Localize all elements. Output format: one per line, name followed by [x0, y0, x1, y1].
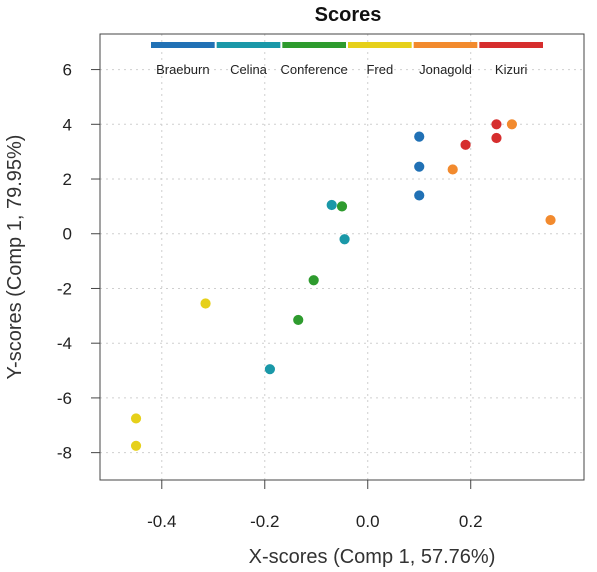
legend: Braeburn Celina Conference Fred Jonagold Kizu…: [151, 42, 543, 77]
y-tick-label-3: -2: [57, 279, 72, 298]
legend-label-jonagold: Jonagold: [419, 62, 472, 77]
y-tick-label-6: 4: [63, 115, 72, 134]
x-tick-label-1: -0.2: [250, 512, 279, 531]
axis-ticks: -0.4 -0.2 0.0 0.2 -8 -6 -4 -2 0 2 4 6: [57, 61, 483, 531]
legend-label-kizuri: Kizuri: [495, 62, 528, 77]
y-tick-label-0: -8: [57, 444, 72, 463]
y-tick-label-2: -4: [57, 334, 72, 353]
y-axis-label: Y-scores (Comp 1, 79.95%): [4, 135, 26, 380]
legend-label-celina: Celina: [230, 62, 268, 77]
legend-label-fred: Fred: [366, 62, 393, 77]
legend-label-braeburn: Braeburn: [156, 62, 209, 77]
y-tick-label-7: 6: [63, 61, 72, 80]
point-fred-2: [130, 413, 142, 424]
x-tick-label-2: 0.0: [356, 512, 380, 531]
point-celina-2: [339, 234, 350, 245]
point-kizuri-1: [460, 139, 471, 150]
point-conference-3: [293, 314, 304, 326]
point-kizuri-2: [491, 119, 502, 130]
point-jonagold-1: [447, 164, 458, 175]
point-braeburn-3: [414, 190, 425, 201]
legend-label-conference: Conference: [281, 62, 348, 77]
x-tick-label-0: -0.4: [147, 512, 176, 531]
data-points: [130, 119, 556, 451]
point-celina-1: [326, 199, 337, 211]
point-fred-1: [200, 298, 211, 309]
point-celina-3: [264, 364, 276, 375]
x-axis-label: X-scores (Comp 1, 57.76%): [249, 546, 496, 568]
point-braeburn-2: [414, 161, 425, 172]
chart-title: Scores: [315, 4, 382, 26]
point-jonagold-2: [506, 119, 518, 130]
point-braeburn-1: [414, 131, 425, 142]
point-kizuri-3: [491, 132, 502, 144]
plot-frame: [99, 33, 585, 481]
x-tick-label-3: 0.2: [459, 512, 483, 531]
y-tick-label-4: 0: [63, 225, 72, 244]
point-conference-2: [308, 275, 319, 286]
grid-layer: [100, 34, 584, 480]
point-fred-3: [130, 440, 142, 451]
point-conference-1: [336, 201, 348, 212]
y-tick-label-1: -6: [57, 389, 72, 408]
y-tick-label-5: 2: [63, 170, 72, 189]
point-jonagold-3: [545, 214, 556, 226]
